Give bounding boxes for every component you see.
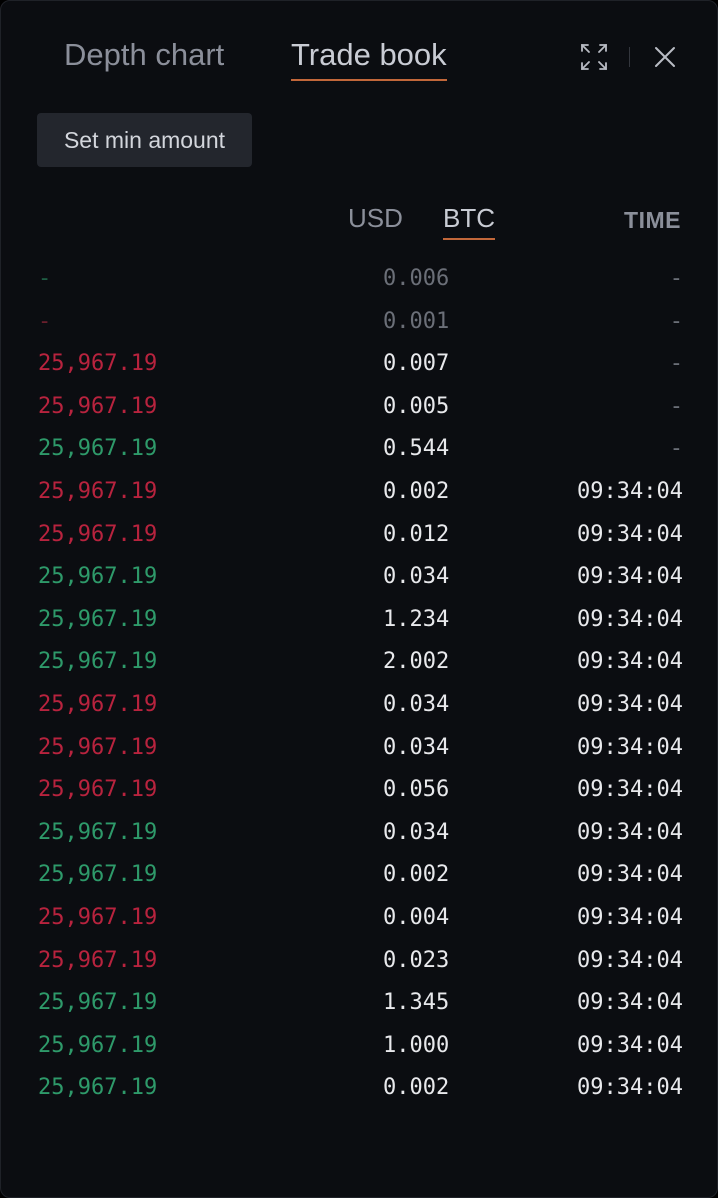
- trade-price: 25,967.19: [38, 649, 158, 675]
- unit-btc-toggle[interactable]: BTC: [443, 201, 495, 240]
- trade-row: 25,967.19 1.234 09:34:04: [1, 599, 718, 642]
- trade-amount: 0.023: [383, 947, 450, 973]
- trade-time: 09:34:04: [577, 691, 683, 717]
- trade-amount: 0.034: [383, 564, 450, 590]
- time-column-header: TIME: [624, 207, 681, 233]
- trade-row: 25,967.19 0.002 09:34:04: [1, 854, 718, 897]
- trade-amount: 1.345: [383, 990, 450, 1016]
- trade-time: 09:34:04: [577, 777, 683, 803]
- trade-time: 09:34:04: [577, 606, 683, 632]
- trade-price: 25,967.19: [38, 947, 158, 973]
- trade-row: 25,967.19 1.345 09:34:04: [1, 982, 718, 1025]
- trade-row: 25,967.19 0.012 09:34:04: [1, 514, 718, 557]
- trade-price: 25,967.19: [38, 862, 158, 888]
- trade-amount: 2.002: [383, 649, 450, 675]
- trade-list: - 0.006 - - 0.001 - 25,967.19 0.007 - 25,967.19 0.…: [1, 258, 718, 1110]
- trade-price: 25,967.19: [38, 436, 158, 462]
- set-min-amount-button[interactable]: Set min amount: [37, 113, 252, 167]
- trade-row: - 0.001 -: [1, 301, 718, 344]
- tab-depth-chart[interactable]: Depth chart: [64, 37, 225, 72]
- tab-trade-book[interactable]: Trade book: [291, 37, 447, 81]
- trade-time: 09:34:04: [577, 521, 683, 547]
- trade-row: 25,967.19 0.004 09:34:04: [1, 897, 718, 940]
- trade-row: 25,967.19 0.023 09:34:04: [1, 940, 718, 983]
- trade-amount: 0.002: [383, 1075, 450, 1101]
- trade-amount: 0.004: [383, 904, 450, 930]
- trade-amount: 0.007: [383, 351, 450, 377]
- trade-amount: 1.000: [383, 1032, 450, 1058]
- trade-time: 09:34:04: [577, 819, 683, 845]
- trade-price: 25,967.19: [38, 734, 158, 760]
- trade-amount: 1.234: [383, 606, 450, 632]
- trade-time: 09:34:04: [577, 649, 683, 675]
- trade-price: 25,967.19: [38, 904, 158, 930]
- trade-price: 25,967.19: [38, 691, 158, 717]
- trade-time: -: [669, 266, 683, 291]
- trade-row: 25,967.19 0.034 09:34:04: [1, 727, 718, 770]
- trade-time: 09:34:04: [577, 478, 683, 504]
- trade-price: 25,967.19: [38, 1075, 158, 1101]
- trade-price: 25,967.19: [38, 777, 158, 803]
- trade-row: 25,967.19 0.007 -: [1, 343, 718, 386]
- trade-time: 09:34:04: [577, 947, 683, 973]
- trade-price: 25,967.19: [38, 564, 158, 590]
- header-divider: [629, 47, 630, 67]
- trade-price: 25,967.19: [38, 351, 158, 377]
- trade-row: 25,967.19 0.005 -: [1, 386, 718, 429]
- trade-time: 09:34:04: [577, 990, 683, 1016]
- trade-amount: 0.034: [383, 819, 450, 845]
- trade-row: 25,967.19 0.056 09:34:04: [1, 769, 718, 812]
- trade-row: 25,967.19 0.034 09:34:04: [1, 812, 718, 855]
- trade-amount: 0.034: [383, 734, 450, 760]
- trade-time: -: [669, 308, 683, 334]
- trade-time: 09:34:04: [577, 1032, 683, 1058]
- trade-row: 25,967.19 0.034 09:34:04: [1, 556, 718, 599]
- trade-row: 25,967.19 0.002 09:34:04: [1, 1067, 718, 1110]
- trade-time: 09:34:04: [577, 564, 683, 590]
- trade-price: 25,967.19: [38, 819, 158, 845]
- trade-time: 09:34:04: [577, 862, 683, 888]
- trade-price: 25,967.19: [38, 521, 158, 547]
- trade-price: 25,967.19: [38, 1032, 158, 1058]
- trade-row: 25,967.19 0.544 -: [1, 428, 718, 471]
- trade-price: 25,967.19: [38, 606, 158, 632]
- trade-amount: 0.005: [383, 393, 450, 419]
- trade-time: -: [669, 351, 683, 377]
- close-icon[interactable]: [649, 41, 681, 73]
- trade-row: 25,967.19 1.000 09:34:04: [1, 1025, 718, 1068]
- trade-time: -: [669, 393, 683, 419]
- expand-icon[interactable]: [578, 41, 610, 73]
- unit-usd-toggle[interactable]: USD: [348, 203, 403, 233]
- trade-amount: 0.002: [383, 862, 450, 888]
- trade-amount: 0.034: [383, 691, 450, 717]
- trade-amount: 0.006: [383, 266, 450, 291]
- trade-time: 09:34:04: [577, 1075, 683, 1101]
- trade-time: 09:34:04: [577, 734, 683, 760]
- trade-time: 09:34:04: [577, 904, 683, 930]
- trade-price: -: [38, 266, 52, 291]
- trade-row: 25,967.19 2.002 09:34:04: [1, 641, 718, 684]
- trade-price: -: [38, 308, 52, 334]
- trade-price: 25,967.19: [38, 393, 158, 419]
- trade-amount: 0.544: [383, 436, 450, 462]
- trade-amount: 0.012: [383, 521, 450, 547]
- trade-time: -: [669, 436, 683, 462]
- trade-price: 25,967.19: [38, 990, 158, 1016]
- trade-amount: 0.001: [383, 308, 450, 334]
- trade-row: 25,967.19 0.034 09:34:04: [1, 684, 718, 727]
- trade-row: - 0.006 -: [1, 258, 718, 301]
- trade-row: 25,967.19 0.002 09:34:04: [1, 471, 718, 514]
- trade-amount: 0.002: [383, 478, 450, 504]
- trade-amount: 0.056: [383, 777, 450, 803]
- trade-price: 25,967.19: [38, 478, 158, 504]
